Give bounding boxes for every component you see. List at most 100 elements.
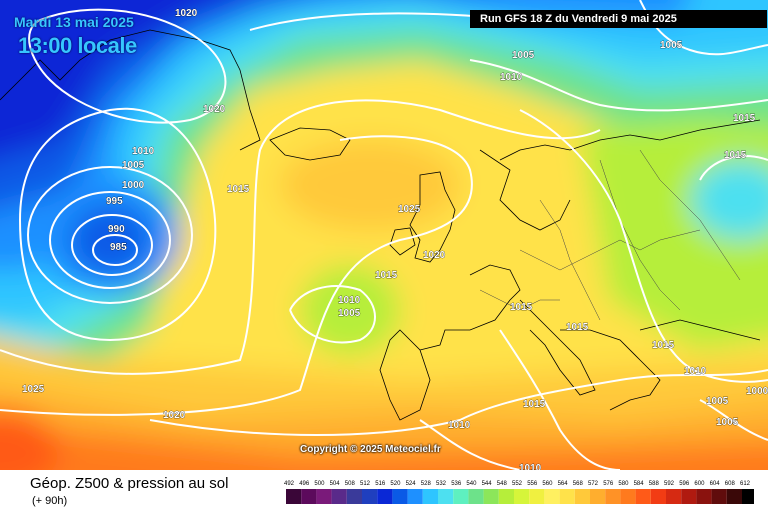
scale-tick-label: 496 — [299, 481, 310, 487]
scale-swatch — [590, 489, 606, 504]
scale-swatch — [438, 489, 454, 504]
isobar-label: 990 — [108, 224, 125, 235]
isobar-label: 985 — [110, 242, 127, 253]
isobar-label: 1020 — [203, 104, 226, 115]
isobar-label: 1025 — [398, 204, 421, 215]
scale-swatch — [407, 489, 423, 504]
scale-tick-label: 520 — [390, 481, 401, 487]
isobar-label: 1005 — [122, 160, 145, 171]
isobar-label: 1010 — [132, 146, 155, 157]
isobar-label: 1020 — [175, 8, 198, 19]
scale-tick-label: 568 — [573, 481, 584, 487]
isobar-label: 1015 — [227, 184, 250, 195]
scale-swatch — [483, 489, 499, 504]
scale-swatch — [635, 489, 651, 504]
scale-tick-label: 608 — [725, 481, 736, 487]
isobar-label: 1015 — [733, 113, 756, 124]
isobar-label: 1005 — [716, 417, 739, 428]
geopotential-map: 1020 1005 1005 1010 1020 1010 1005 1000 … — [0, 0, 768, 470]
scale-swatch — [529, 489, 545, 504]
isobar-label: 1000 — [746, 386, 768, 397]
forecast-local-time: 13:00 locale — [18, 33, 137, 58]
isobar-label: 1025 — [22, 384, 45, 395]
scale-tick-label: 576 — [603, 481, 614, 487]
scale-tick-label: 612 — [740, 481, 751, 487]
scale-tick-label: 552 — [512, 481, 523, 487]
isobar-label: 1005 — [660, 40, 683, 51]
scale-swatch — [316, 489, 332, 504]
scale-tick-label: 596 — [679, 481, 690, 487]
scale-swatch — [711, 489, 727, 504]
isobar-label: 1015 — [566, 322, 589, 333]
scale-tick-label: 564 — [558, 481, 569, 487]
scale-tick-label: 604 — [710, 481, 721, 487]
isobar-label: 1020 — [163, 410, 186, 421]
isobar-label: 1010 — [519, 463, 542, 470]
isobar-label: 1005 — [706, 396, 729, 407]
color-scale-legend: 492 496 500 504 508 512 516 520 524 528 532 536 540 5… — [284, 481, 754, 504]
isobar-lines — [0, 0, 768, 470]
scale-tick-label: 560 — [542, 481, 553, 487]
scale-swatch — [468, 489, 484, 504]
borders — [479, 149, 741, 321]
scale-tick-label: 500 — [314, 481, 325, 487]
isobar-label: 995 — [106, 196, 123, 207]
scale-tick-label: 532 — [436, 481, 447, 487]
scale-tick-label: 548 — [497, 481, 508, 487]
scale-swatch — [392, 489, 408, 504]
scale-tick-label: 508 — [345, 481, 356, 487]
scale-tick-label: 536 — [451, 481, 462, 487]
scale-swatch — [726, 489, 742, 504]
scale-tick-label: 492 — [284, 481, 295, 487]
forecast-lead-time: (+ 90h) — [32, 495, 68, 507]
isobar-label: 1010 — [338, 295, 361, 306]
scale-tick-label: 504 — [330, 481, 341, 487]
isobar-label: 1010 — [500, 72, 523, 83]
scale-tick-label: 588 — [649, 481, 660, 487]
scale-tick-label: 572 — [588, 481, 599, 487]
copyright-notice: Copyright © 2025 Meteociel.fr — [300, 444, 441, 455]
isobar-label: 1015 — [724, 150, 747, 161]
isobar-labels: 1020 1005 1005 1010 1020 1010 1005 1000 … — [22, 8, 768, 470]
scale-swatch — [620, 489, 636, 504]
scale-tick-label: 600 — [694, 481, 705, 487]
scale-tick-label: 516 — [375, 481, 386, 487]
isobar-label: 1005 — [512, 50, 535, 61]
scale-swatch — [605, 489, 621, 504]
scale-swatch — [514, 489, 530, 504]
scale-swatch — [286, 489, 302, 504]
isobar-label: 1000 — [122, 180, 145, 191]
scale-swatch — [453, 489, 469, 504]
scale-swatch — [574, 489, 590, 504]
forecast-date: Mardi 13 mai 2025 — [14, 14, 134, 30]
isobar-label: 1015 — [523, 399, 546, 410]
isobar-label: 1015 — [652, 340, 675, 351]
model-run-label: Run GFS 18 Z du Vendredi 9 mai 2025 — [470, 10, 767, 28]
map-title: Géop. Z500 & pression au sol — [30, 475, 229, 492]
scale-tick-label: 540 — [466, 481, 477, 487]
scale-tick-label: 544 — [482, 481, 493, 487]
scale-swatch — [681, 489, 697, 504]
scale-swatch — [498, 489, 514, 504]
scale-swatch — [362, 489, 378, 504]
isobar-label: 1005 — [338, 308, 361, 319]
isobar-label: 1015 — [510, 302, 533, 313]
scale-tick-label: 584 — [634, 481, 645, 487]
scale-swatch — [331, 489, 347, 504]
scale-tick-label: 580 — [618, 481, 629, 487]
isobar-label: 1010 — [448, 420, 471, 431]
scale-swatch — [559, 489, 575, 504]
scale-swatch — [742, 489, 754, 504]
scale-tick-label: 512 — [360, 481, 371, 487]
isobar-label: 1015 — [375, 270, 398, 281]
scale-swatch — [377, 489, 393, 504]
scale-swatch — [650, 489, 666, 504]
geopotential-field — [0, 0, 768, 470]
isobar-label: 1010 — [684, 366, 707, 377]
scale-swatch — [346, 489, 362, 504]
isobar-label: 1020 — [423, 250, 446, 261]
scale-tick-label: 528 — [421, 481, 432, 487]
scale-swatch — [696, 489, 712, 504]
scale-swatch — [422, 489, 438, 504]
